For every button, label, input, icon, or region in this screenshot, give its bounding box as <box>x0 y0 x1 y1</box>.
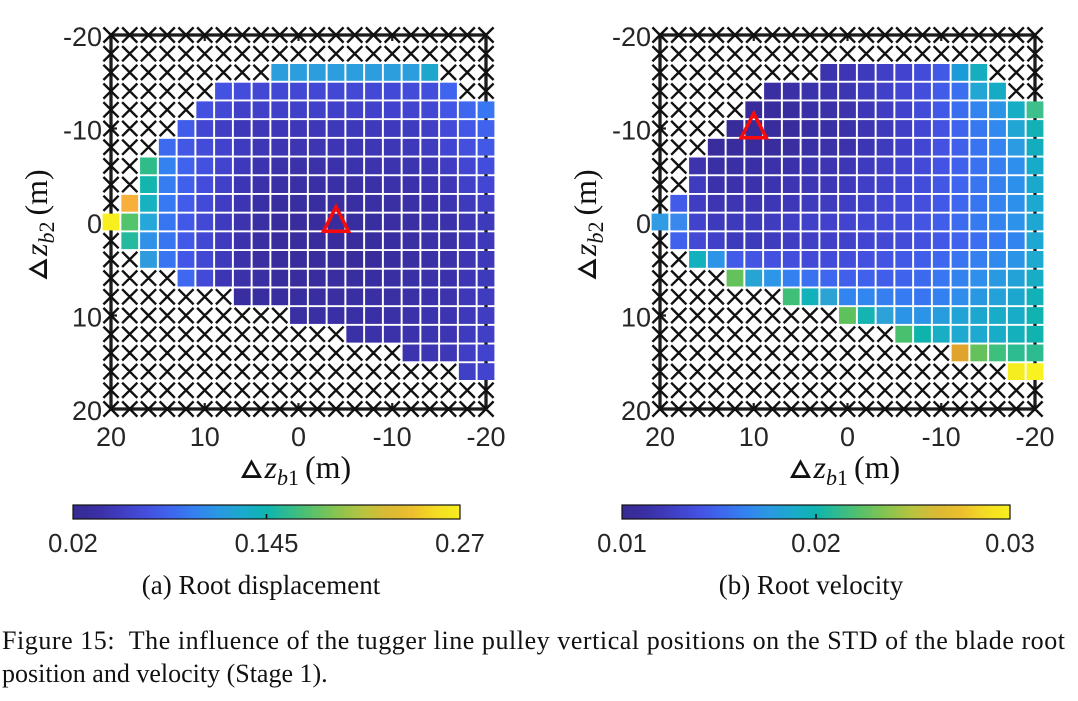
svg-text:10: 10 <box>739 422 769 452</box>
svg-text:position and velocity (Stage 1: position and velocity (Stage 1). <box>2 659 328 688</box>
svg-text:10: 10 <box>621 303 651 333</box>
svg-text:-20: -20 <box>466 422 505 452</box>
svg-text:-20: -20 <box>63 22 102 52</box>
svg-text:20: 20 <box>621 396 651 426</box>
svg-text:-10: -10 <box>612 116 651 146</box>
svg-text:10: 10 <box>190 422 220 452</box>
svg-text:(b) Root velocity: (b) Root velocity <box>719 570 904 600</box>
svg-text:0: 0 <box>840 422 855 452</box>
svg-text:zb2(m): zb2(m) <box>18 169 59 257</box>
svg-text:(a) Root displacement: (a) Root displacement <box>142 570 381 600</box>
svg-text:-20: -20 <box>1015 422 1054 452</box>
svg-text:0.02: 0.02 <box>791 530 841 558</box>
svg-text:0: 0 <box>87 209 102 239</box>
svg-text:0.01: 0.01 <box>597 530 647 558</box>
svg-text:-10: -10 <box>922 422 961 452</box>
svg-text:20: 20 <box>72 396 102 426</box>
svg-text:0.02: 0.02 <box>48 530 98 558</box>
svg-text:0: 0 <box>291 422 306 452</box>
svg-text:10: 10 <box>72 303 102 333</box>
svg-text:20: 20 <box>645 422 675 452</box>
svg-text:0: 0 <box>636 209 651 239</box>
svg-text:-20: -20 <box>612 22 651 52</box>
svg-text:0.145: 0.145 <box>235 530 299 558</box>
svg-text:zb1(m): zb1 (m) <box>813 449 901 490</box>
svg-text:-10: -10 <box>63 116 102 146</box>
svg-text:-10: -10 <box>373 422 412 452</box>
svg-text:Figure 15: The influence of t: Figure 15: The influence of the tugger l… <box>2 626 1066 655</box>
svg-text:zb2(m): zb2(m) <box>567 169 608 257</box>
svg-text:0.27: 0.27 <box>435 530 485 558</box>
svg-text:zb1(m): zb1 (m) <box>264 449 352 490</box>
svg-text:0.03: 0.03 <box>985 530 1035 558</box>
svg-text:20: 20 <box>96 422 126 452</box>
